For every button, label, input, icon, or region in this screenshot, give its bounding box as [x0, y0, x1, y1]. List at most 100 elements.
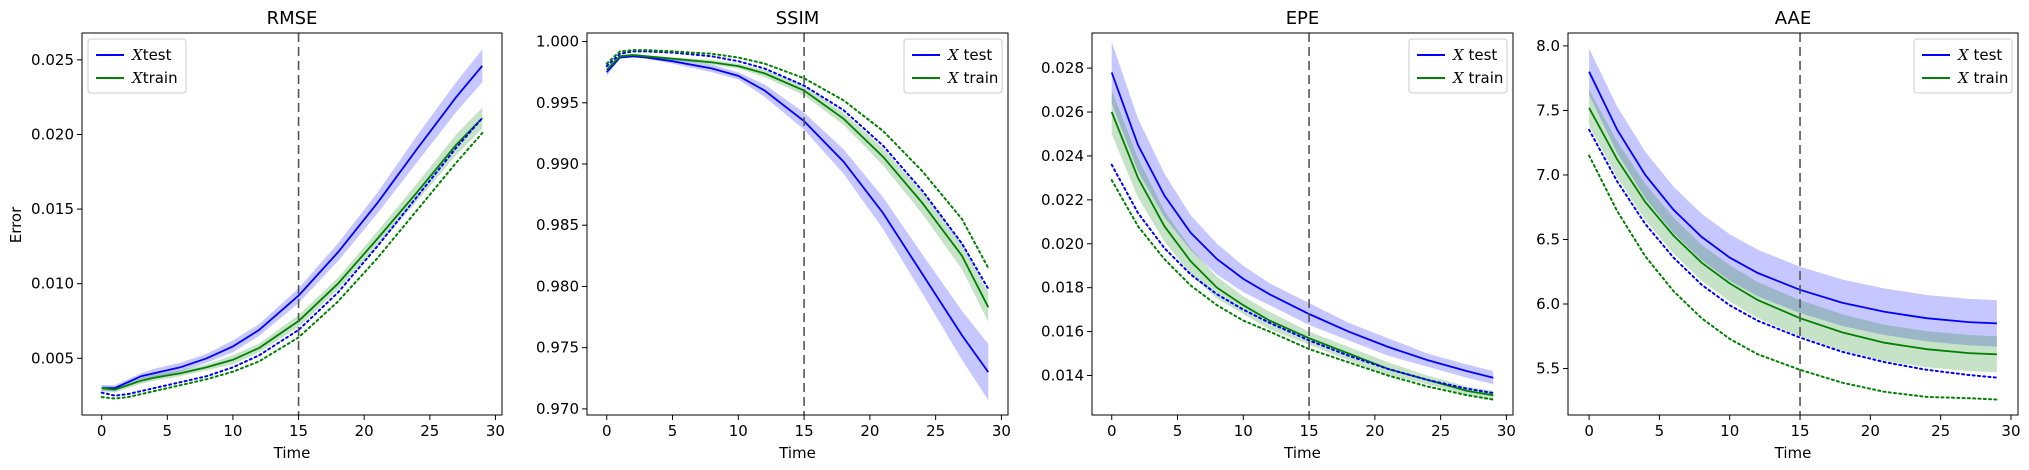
- y-tick-label: 6.5: [1536, 230, 1560, 248]
- panel-epe: 0 5 10 15 20 25 30 0.014 0.016 0.018 0.020 0.022 0.0…: [1041, 8, 1516, 462]
- line-dotted-green: [1110, 179, 1495, 401]
- line-xtest: [1588, 71, 1997, 325]
- x-tick-label: 30: [1497, 422, 1516, 440]
- y-tick-label: 0.018: [1041, 279, 1084, 297]
- legend-label: X train: [1452, 69, 1503, 87]
- panel-ssim: 0 5 10 15 20 25 30 0.970 0.975 0.980 0.985 0.990 0.9…: [536, 8, 1011, 462]
- panels: 0 5 10 15 20 25 30 0.005 0.010 0.015 0.020 0.025 RMS…: [31, 8, 2020, 462]
- x-tick-label: 0: [1107, 422, 1117, 440]
- line-xtrain: [101, 117, 483, 391]
- line-dotted-blue: [605, 50, 990, 290]
- line-dotted-blue: [100, 117, 484, 397]
- y-axis-label: Error: [7, 206, 25, 243]
- band-xtrain: [606, 53, 989, 322]
- panel-title: SSIM: [776, 8, 820, 29]
- line-dotted-green: [1588, 154, 1998, 401]
- y-tick-label: 0.016: [1041, 323, 1084, 341]
- plot-area: [1110, 33, 1495, 415]
- panel-title: AAE: [1775, 8, 1812, 29]
- y-tick-label: 0.020: [31, 125, 74, 143]
- y-tick-label: 0.028: [1041, 59, 1084, 77]
- y-tick-label: 0.975: [536, 339, 579, 357]
- y-tick-label: 0.970: [536, 400, 579, 418]
- legend: Xtest Xtrain: [87, 38, 187, 94]
- y-tick-label: 0.980: [536, 277, 579, 295]
- x-tick-label: 10: [729, 422, 748, 440]
- x-tick-label: 15: [1790, 422, 1809, 440]
- band-xtest: [1111, 41, 1494, 385]
- x-tick-label: 25: [420, 422, 439, 440]
- panel-title: RMSE: [267, 8, 318, 29]
- x-tick-label: 0: [97, 422, 107, 440]
- x-tick-label: 20: [1365, 422, 1384, 440]
- y-tick-label: 0.995: [536, 94, 579, 112]
- line-xtest: [101, 65, 483, 390]
- legend: X test X train: [1913, 38, 2013, 94]
- legend-label: X test: [947, 46, 992, 64]
- x-tick-label: 15: [289, 422, 308, 440]
- line-dotted-green: [605, 49, 990, 270]
- panel-aae: 0 5 10 15 20 25 30 5.5 6.0 6.5 7.0 7.5 8.0 AAE Time X t…: [1536, 8, 2020, 462]
- y-tick-label: 0.005: [31, 349, 74, 367]
- legend-label: X train: [947, 69, 998, 87]
- y-tick-label: 8.0: [1536, 37, 1560, 55]
- plot-area: [1588, 33, 1998, 415]
- panel-rmse: 0 5 10 15 20 25 30 0.005 0.010 0.015 0.020 0.025 RMS…: [31, 8, 505, 462]
- x-tick-label: 10: [223, 422, 242, 440]
- y-tick-label: 0.022: [1041, 191, 1084, 209]
- x-axis-label: Time: [778, 444, 816, 462]
- line-xtrain: [1588, 107, 1997, 356]
- plot-area: [100, 33, 484, 415]
- line-xtest: [606, 55, 990, 373]
- x-tick-label: 25: [1431, 422, 1450, 440]
- axes-frame: [1567, 32, 2019, 416]
- y-tick-label: 0.026: [1041, 103, 1084, 121]
- legend-label: X train: [1957, 69, 2008, 87]
- x-tick-label: 5: [1655, 422, 1665, 440]
- x-tick-label: 20: [860, 422, 879, 440]
- legend-label: Xtest: [131, 46, 172, 64]
- legend-box: [1913, 38, 2013, 94]
- legend: X test X train: [1408, 38, 1508, 94]
- x-axis-label: Time: [273, 444, 311, 462]
- x-tick-label: 5: [668, 422, 678, 440]
- x-tick-label: 0: [1584, 422, 1594, 440]
- y-tick-label: 0.024: [1041, 147, 1084, 165]
- y-tick-label: 6.0: [1536, 295, 1560, 313]
- y-tick-label: 0.020: [1041, 235, 1084, 253]
- y-tick-label: 7.5: [1536, 101, 1560, 119]
- line-dotted-blue: [1588, 128, 1998, 379]
- line-dotted-green: [100, 132, 484, 400]
- y-tick-label: 0.015: [31, 200, 74, 218]
- y-tick-label: 0.010: [31, 275, 74, 293]
- legend-box: [87, 38, 187, 94]
- x-axis-label: Time: [1283, 444, 1321, 462]
- legend-box: [903, 38, 1003, 94]
- legend-label: X test: [1452, 46, 1497, 64]
- x-tick-label: 5: [163, 422, 173, 440]
- x-tick-label: 10: [1234, 422, 1253, 440]
- axes-frame: [1091, 32, 1514, 416]
- line-dotted-blue: [1110, 163, 1495, 394]
- x-tick-label: 20: [1861, 422, 1880, 440]
- y-tick-label: 1.000: [536, 33, 579, 51]
- x-tick-label: 25: [1931, 422, 1950, 440]
- axes-frame: [586, 32, 1009, 416]
- x-tick-label: 0: [602, 422, 612, 440]
- plot-area: [605, 33, 990, 415]
- band-xtest: [606, 55, 989, 401]
- x-tick-label: 15: [1300, 422, 1319, 440]
- y-tick-label: 0.985: [536, 216, 579, 234]
- panel-title: EPE: [1286, 8, 1320, 29]
- y-tick-label: 7.0: [1536, 166, 1560, 184]
- x-tick-label: 15: [795, 422, 814, 440]
- legend-label: X test: [1957, 46, 2002, 64]
- x-tick-label: 30: [992, 422, 1011, 440]
- y-tick-label: 0.014: [1041, 366, 1084, 384]
- legend: X test X train: [903, 38, 1003, 94]
- x-tick-label: 5: [1173, 422, 1183, 440]
- line-xtest: [1110, 72, 1494, 379]
- x-axis-label: Time: [1774, 444, 1812, 462]
- x-tick-label: 25: [926, 422, 945, 440]
